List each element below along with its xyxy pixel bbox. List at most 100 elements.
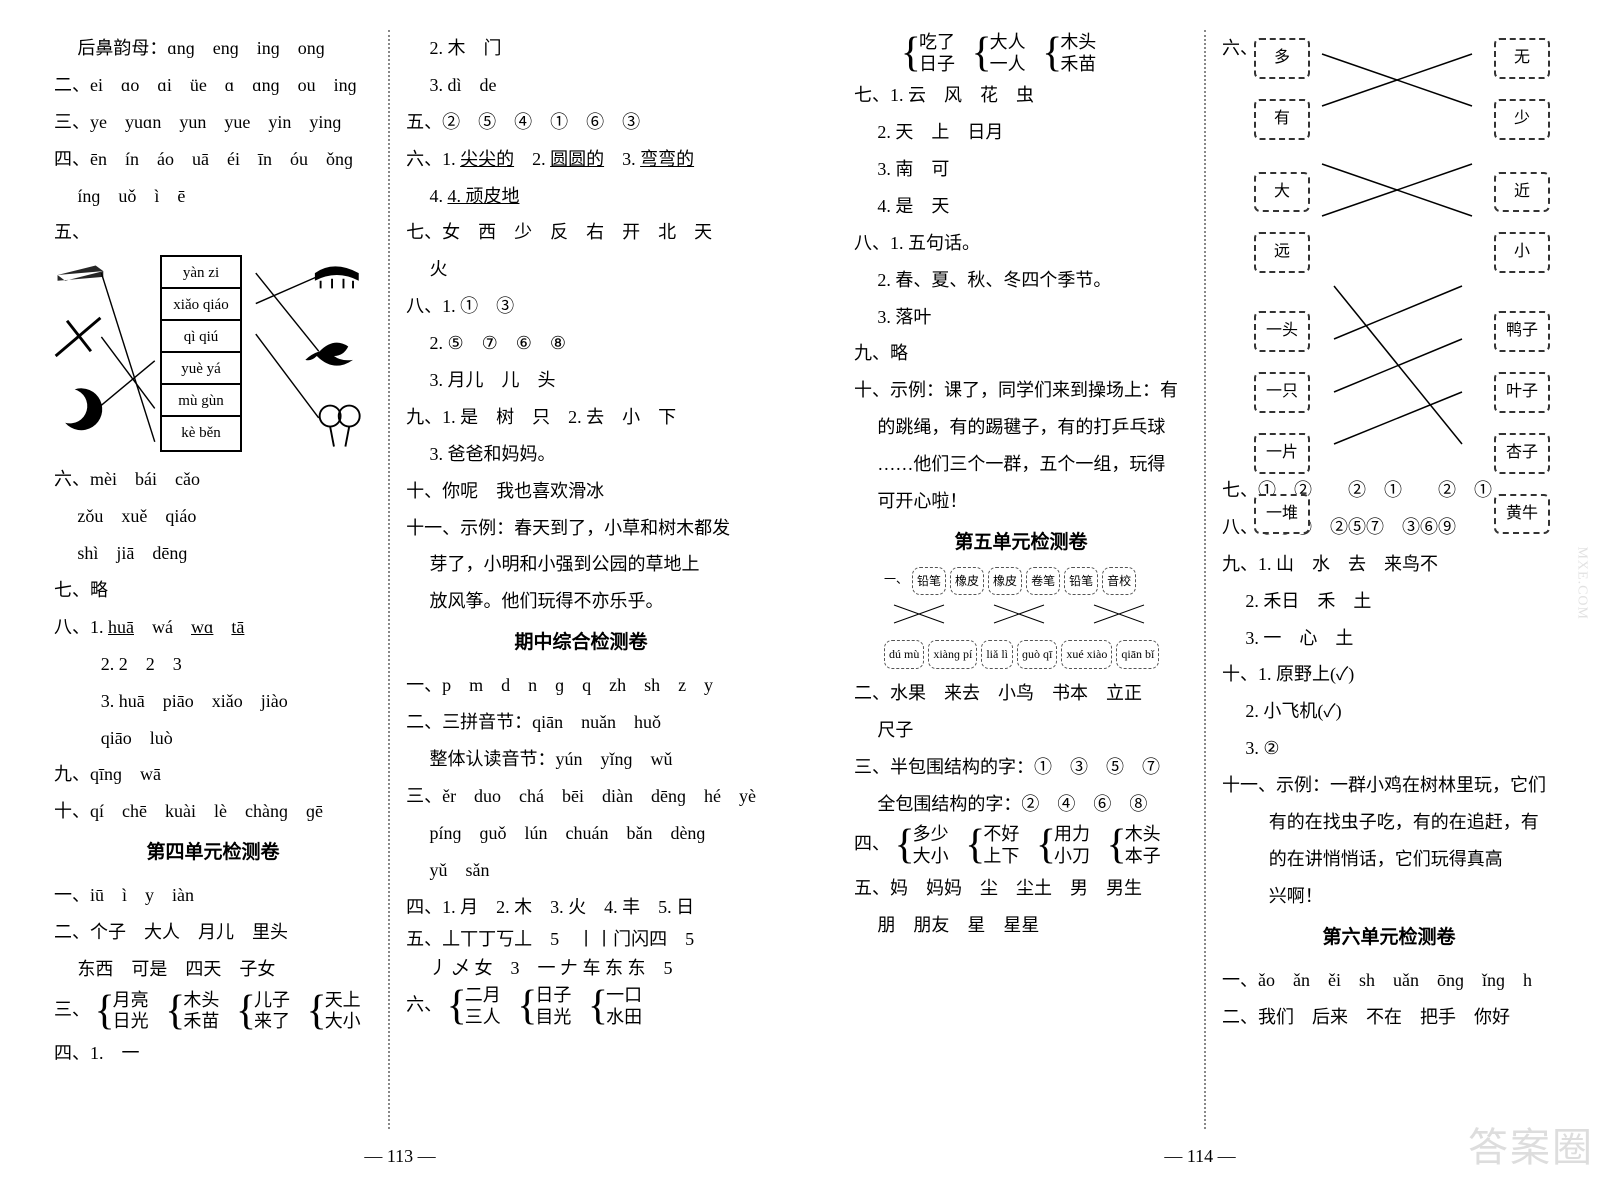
- text-line: 尺子: [854, 712, 1188, 749]
- p114-col2: 六、 多: [1208, 30, 1570, 1129]
- match-item: 一只: [1254, 372, 1310, 413]
- text-line: 2. 木 门: [406, 30, 756, 67]
- text-line: pínɡ ɡuǒ lún chuán bǎn dènɡ: [406, 815, 756, 852]
- brace-item: 二月: [465, 985, 501, 1007]
- text-line: 3. dì de: [406, 67, 756, 104]
- text-line: 三、半包围结构的字：① ③ ⑤ ⑦: [854, 749, 1188, 786]
- brace-item: 多少: [913, 824, 949, 846]
- brace-item: 儿子: [254, 990, 290, 1012]
- pinyin-boxes: yàn zi xiǎo qiáo qì qiú yuè yá mù gùn kè…: [48, 251, 372, 461]
- page-number: — 114 —: [800, 1146, 1600, 1167]
- match-item: 鸭子: [1494, 311, 1550, 352]
- unit5-figure: 一、铅笔 橡皮 橡皮 卷笔 铅笔 音校 dú mù xi: [864, 567, 1188, 669]
- text-line: 二、我们 后来 不在 把手 你好: [1222, 999, 1556, 1036]
- text-line: 整体认读音节：yún yǐnɡ wǔ: [406, 741, 756, 778]
- column-divider: [388, 30, 390, 1129]
- tag: 橡皮: [988, 567, 1022, 596]
- six-label: 六、: [1222, 30, 1248, 67]
- text-line: 东西 可是 四天 子女: [54, 951, 372, 988]
- brace-item: 日子: [535, 985, 571, 1007]
- match-item: 叶子: [1494, 372, 1550, 413]
- brace-item: 大小: [913, 846, 949, 868]
- match-item: 近: [1494, 172, 1550, 213]
- brace-item: 禾苗: [183, 1011, 219, 1033]
- text-line: 十一、示例：春天到了，小草和树木都发: [406, 510, 756, 547]
- u-text: 圆圆的: [550, 149, 604, 169]
- brace-item: 一人: [990, 54, 1026, 76]
- text-line: 兴啊！: [1222, 878, 1556, 915]
- text-line: 的跳绳，有的踢毽子，有的打乒乓球: [854, 409, 1188, 446]
- brace-item: 上下: [983, 846, 1019, 868]
- text-line: 2. 天 上 日月: [854, 114, 1188, 151]
- tag: qiān bǐ: [1116, 640, 1159, 669]
- text-line: 3. 南 可: [854, 151, 1188, 188]
- text-line: 一、iū ì y iàn: [54, 877, 372, 914]
- text-line: 3. 一 心 土: [1222, 620, 1556, 657]
- text-line: 五、妈 妈妈 尘 尘土 男 男生: [854, 870, 1188, 907]
- matching-diagram-pinyin: yàn zi xiǎo qiáo qì qiú yuè yá mù gùn kè…: [48, 251, 372, 461]
- lead: 四、: [854, 834, 890, 854]
- brace-item: 大小: [325, 1011, 361, 1033]
- text-line: 四、1. 一: [54, 1035, 372, 1072]
- text-line: 有的在找虫子吃，有的在追赶，有: [1222, 804, 1556, 841]
- tag: dú mù: [884, 640, 924, 669]
- brace-item: 日子: [919, 54, 955, 76]
- text-line: 九、1. 是 树 只 2. 去 小 下: [406, 399, 756, 436]
- text-line: 八、1. 五句话。: [854, 225, 1188, 262]
- text-line: shì jiā dēnɡ: [54, 535, 372, 572]
- text-line: 三、ěr duo chá bēi diàn dēnɡ hé yè: [406, 778, 756, 815]
- brace-item: 大人: [990, 32, 1026, 54]
- tag: xiànɡ pí: [928, 640, 977, 669]
- text-line: 六、mèi bái cǎo: [54, 461, 372, 498]
- text-line: 可开心啦！: [854, 483, 1188, 520]
- match-item: 大: [1254, 172, 1310, 213]
- lead: 六、1.: [406, 149, 460, 169]
- text-line: 十、1. 原野上(✓): [1222, 656, 1556, 693]
- text-line: 八、1. ① ③: [406, 288, 756, 325]
- u-text: 弯弯的: [640, 149, 694, 169]
- p113-col1: 后鼻韵母：ɑnɡ enɡ inɡ onɡ 二、ei ɑo ɑi üe ɑ ɑnɡ…: [40, 30, 386, 1129]
- u-text: 4. 顽皮地: [447, 186, 519, 206]
- brace-row: 三、 {月亮日光 {木头禾苗 {儿子来了 {天上大小: [54, 988, 372, 1035]
- unit4-title: 第四单元检测卷: [54, 834, 372, 873]
- text-line: 九、略: [854, 335, 1188, 372]
- text-line: 二、个子 大人 月儿 里头: [54, 914, 372, 951]
- match-item: 一头: [1254, 311, 1310, 352]
- text-line: 九、1. 山 水 去 来鸟不: [1222, 546, 1556, 583]
- text-line: 十、qí chē kuài lè chànɡ ɡē: [54, 793, 372, 830]
- brace-item: 小刀: [1054, 846, 1090, 868]
- brace-item: 来了: [254, 1011, 290, 1033]
- text-line: 火: [406, 251, 756, 288]
- brace-item: 木头: [183, 990, 219, 1012]
- text-line: 七、1. 云 风 花 虫: [854, 77, 1188, 114]
- text-line: 九、qīnɡ wā: [54, 756, 372, 793]
- text-line: 2. 春、夏、秋、冬四个季节。: [854, 262, 1188, 299]
- text-line: yǔ sǎn: [406, 852, 756, 889]
- text-line: 二、ei ɑo ɑi üe ɑ ɑnɡ ou inɡ: [54, 67, 372, 104]
- text-line: 一、p m d n ɡ q zh sh z y: [406, 667, 756, 704]
- text-line: 十一、示例：一群小鸡在树林里玩，它们: [1222, 767, 1556, 804]
- text-line: 二、三拼音节：qiān nuǎn huǒ: [406, 704, 756, 741]
- unit6-title: 第六单元检测卷: [1222, 919, 1556, 958]
- text-line: qiāo luò: [54, 720, 372, 757]
- page-114: {吃了日子 {大人一人 {木头禾苗 七、1. 云 风 花 虫 2. 天 上 日月…: [800, 0, 1600, 1179]
- match-item: 有: [1254, 99, 1310, 140]
- brace-item: 日光: [113, 1011, 149, 1033]
- match-item: 一堆: [1254, 494, 1310, 535]
- text-line: 四、1. 月 2. 木 3. 火 4. 丰 5. 日: [406, 889, 756, 926]
- match-item: 一片: [1254, 433, 1310, 474]
- tag: liǎ lì: [981, 640, 1013, 669]
- text-line: 4. 是 天: [854, 188, 1188, 225]
- unit5-title: 第五单元检测卷: [854, 524, 1188, 563]
- tag: 橡皮: [950, 567, 984, 596]
- text-line: 七、略: [54, 572, 372, 609]
- brace-row: 四、 {多少大小 {不好上下 {用力小刀 {木头本子: [854, 822, 1188, 869]
- brace-item: 吃了: [919, 32, 955, 54]
- brace-item: 水田: [606, 1007, 642, 1029]
- midterm-title: 期中综合检测卷: [406, 624, 756, 663]
- text-line: 2. ⑤ ⑦ ⑥ ⑧: [406, 325, 756, 362]
- match-item: 小: [1494, 232, 1550, 273]
- brace-item: 天上: [325, 990, 361, 1012]
- brace-item: 目光: [535, 1007, 571, 1029]
- text-line: 芽了，小明和小强到公园的草地上: [406, 546, 756, 583]
